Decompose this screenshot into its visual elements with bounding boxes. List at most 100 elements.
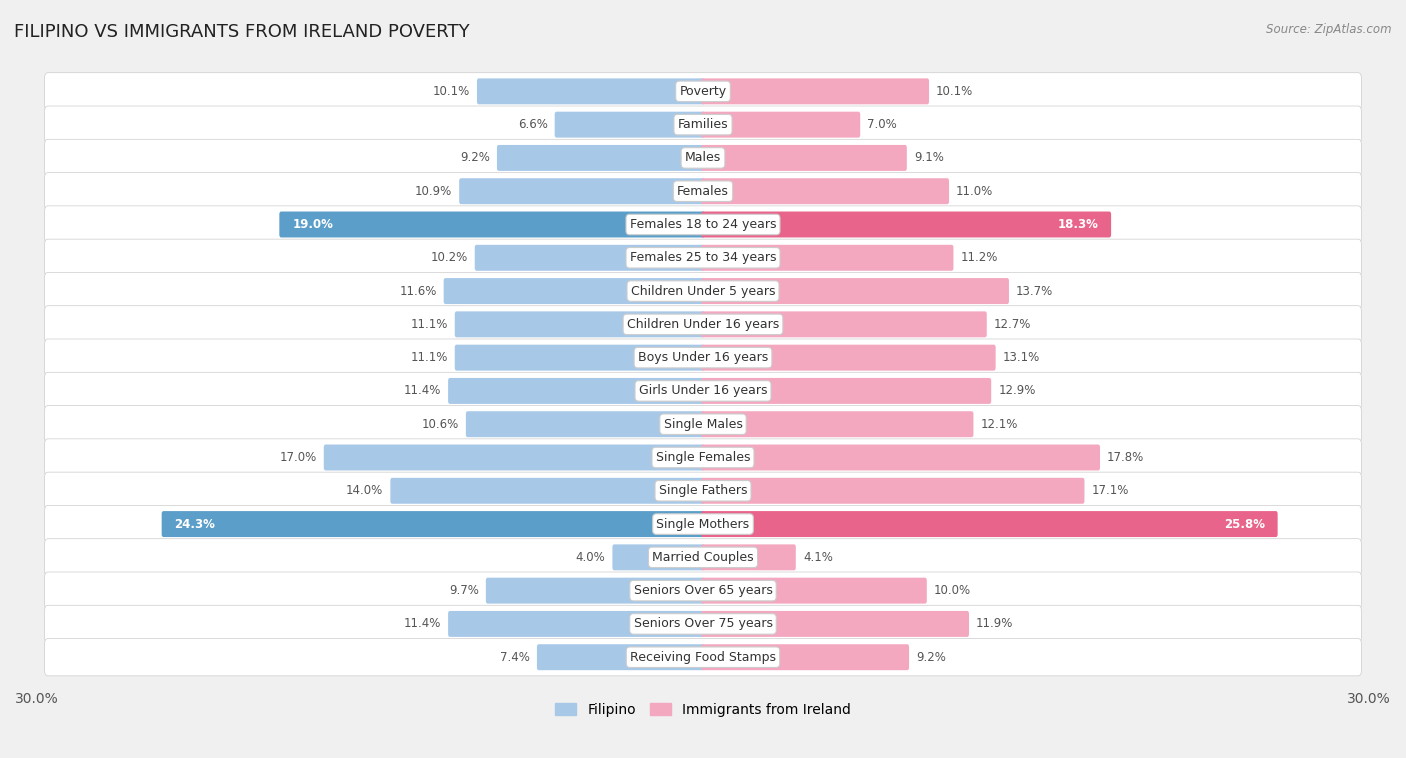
Text: Married Couples: Married Couples [652, 551, 754, 564]
Text: 10.0%: 10.0% [934, 584, 972, 597]
FancyBboxPatch shape [391, 478, 704, 504]
FancyBboxPatch shape [449, 611, 704, 637]
FancyBboxPatch shape [45, 539, 1361, 576]
Text: Single Males: Single Males [664, 418, 742, 431]
Text: 10.6%: 10.6% [422, 418, 458, 431]
Text: 6.6%: 6.6% [517, 118, 547, 131]
Text: Single Fathers: Single Fathers [659, 484, 747, 497]
Text: Females: Females [678, 185, 728, 198]
FancyBboxPatch shape [45, 339, 1361, 376]
FancyBboxPatch shape [45, 73, 1361, 110]
Text: 12.9%: 12.9% [998, 384, 1036, 397]
FancyBboxPatch shape [702, 644, 910, 670]
Text: 13.7%: 13.7% [1017, 284, 1053, 298]
FancyBboxPatch shape [323, 444, 704, 471]
Text: Single Females: Single Females [655, 451, 751, 464]
FancyBboxPatch shape [460, 178, 704, 204]
Text: 25.8%: 25.8% [1223, 518, 1265, 531]
FancyBboxPatch shape [702, 78, 929, 105]
FancyBboxPatch shape [45, 572, 1361, 609]
Text: Females 25 to 34 years: Females 25 to 34 years [630, 252, 776, 265]
Text: 7.4%: 7.4% [501, 650, 530, 664]
FancyBboxPatch shape [45, 305, 1361, 343]
Text: 9.2%: 9.2% [460, 152, 489, 164]
FancyBboxPatch shape [702, 245, 953, 271]
FancyBboxPatch shape [496, 145, 704, 171]
Text: 11.2%: 11.2% [960, 252, 998, 265]
Text: Children Under 5 years: Children Under 5 years [631, 284, 775, 298]
Text: Poverty: Poverty [679, 85, 727, 98]
Legend: Filipino, Immigrants from Ireland: Filipino, Immigrants from Ireland [550, 697, 856, 722]
Text: 18.3%: 18.3% [1057, 218, 1098, 231]
Text: 4.1%: 4.1% [803, 551, 832, 564]
Text: 17.0%: 17.0% [280, 451, 316, 464]
FancyBboxPatch shape [477, 78, 704, 105]
Text: 14.0%: 14.0% [346, 484, 384, 497]
FancyBboxPatch shape [45, 239, 1361, 277]
FancyBboxPatch shape [702, 478, 1084, 504]
Text: 11.4%: 11.4% [404, 618, 441, 631]
Text: 9.7%: 9.7% [449, 584, 478, 597]
FancyBboxPatch shape [45, 272, 1361, 310]
FancyBboxPatch shape [444, 278, 704, 304]
Text: 17.1%: 17.1% [1091, 484, 1129, 497]
FancyBboxPatch shape [702, 145, 907, 171]
Text: Boys Under 16 years: Boys Under 16 years [638, 351, 768, 364]
Text: Receiving Food Stamps: Receiving Food Stamps [630, 650, 776, 664]
Text: Children Under 16 years: Children Under 16 years [627, 318, 779, 330]
FancyBboxPatch shape [702, 378, 991, 404]
Text: 11.1%: 11.1% [411, 351, 447, 364]
Text: FILIPINO VS IMMIGRANTS FROM IRELAND POVERTY: FILIPINO VS IMMIGRANTS FROM IRELAND POVE… [14, 23, 470, 41]
FancyBboxPatch shape [45, 206, 1361, 243]
FancyBboxPatch shape [702, 578, 927, 603]
Text: 11.6%: 11.6% [399, 284, 436, 298]
FancyBboxPatch shape [537, 644, 704, 670]
FancyBboxPatch shape [702, 544, 796, 570]
FancyBboxPatch shape [702, 178, 949, 204]
Text: Females 18 to 24 years: Females 18 to 24 years [630, 218, 776, 231]
FancyBboxPatch shape [449, 378, 704, 404]
FancyBboxPatch shape [45, 439, 1361, 476]
FancyBboxPatch shape [454, 345, 704, 371]
Text: Seniors Over 75 years: Seniors Over 75 years [634, 618, 772, 631]
FancyBboxPatch shape [486, 578, 704, 603]
Text: Girls Under 16 years: Girls Under 16 years [638, 384, 768, 397]
Text: Families: Families [678, 118, 728, 131]
Text: 9.1%: 9.1% [914, 152, 943, 164]
FancyBboxPatch shape [613, 544, 704, 570]
Text: 10.2%: 10.2% [430, 252, 468, 265]
FancyBboxPatch shape [45, 606, 1361, 643]
Text: 19.0%: 19.0% [292, 218, 333, 231]
Text: 10.1%: 10.1% [433, 85, 470, 98]
FancyBboxPatch shape [702, 111, 860, 138]
Text: 9.2%: 9.2% [917, 650, 946, 664]
FancyBboxPatch shape [702, 312, 987, 337]
FancyBboxPatch shape [555, 111, 704, 138]
FancyBboxPatch shape [702, 511, 1278, 537]
Text: 4.0%: 4.0% [575, 551, 606, 564]
FancyBboxPatch shape [45, 106, 1361, 143]
FancyBboxPatch shape [465, 412, 704, 437]
FancyBboxPatch shape [702, 278, 1010, 304]
FancyBboxPatch shape [45, 472, 1361, 509]
Text: 7.0%: 7.0% [868, 118, 897, 131]
Text: 11.9%: 11.9% [976, 618, 1014, 631]
FancyBboxPatch shape [702, 444, 1099, 471]
FancyBboxPatch shape [280, 211, 704, 237]
Text: Seniors Over 65 years: Seniors Over 65 years [634, 584, 772, 597]
Text: Source: ZipAtlas.com: Source: ZipAtlas.com [1267, 23, 1392, 36]
FancyBboxPatch shape [45, 406, 1361, 443]
FancyBboxPatch shape [702, 211, 1111, 237]
Text: 11.4%: 11.4% [404, 384, 441, 397]
FancyBboxPatch shape [45, 638, 1361, 676]
Text: 11.1%: 11.1% [411, 318, 447, 330]
FancyBboxPatch shape [45, 372, 1361, 409]
FancyBboxPatch shape [475, 245, 704, 271]
Text: 10.9%: 10.9% [415, 185, 453, 198]
FancyBboxPatch shape [702, 611, 969, 637]
FancyBboxPatch shape [702, 412, 973, 437]
FancyBboxPatch shape [45, 173, 1361, 210]
Text: 12.7%: 12.7% [994, 318, 1031, 330]
FancyBboxPatch shape [45, 506, 1361, 543]
FancyBboxPatch shape [454, 312, 704, 337]
